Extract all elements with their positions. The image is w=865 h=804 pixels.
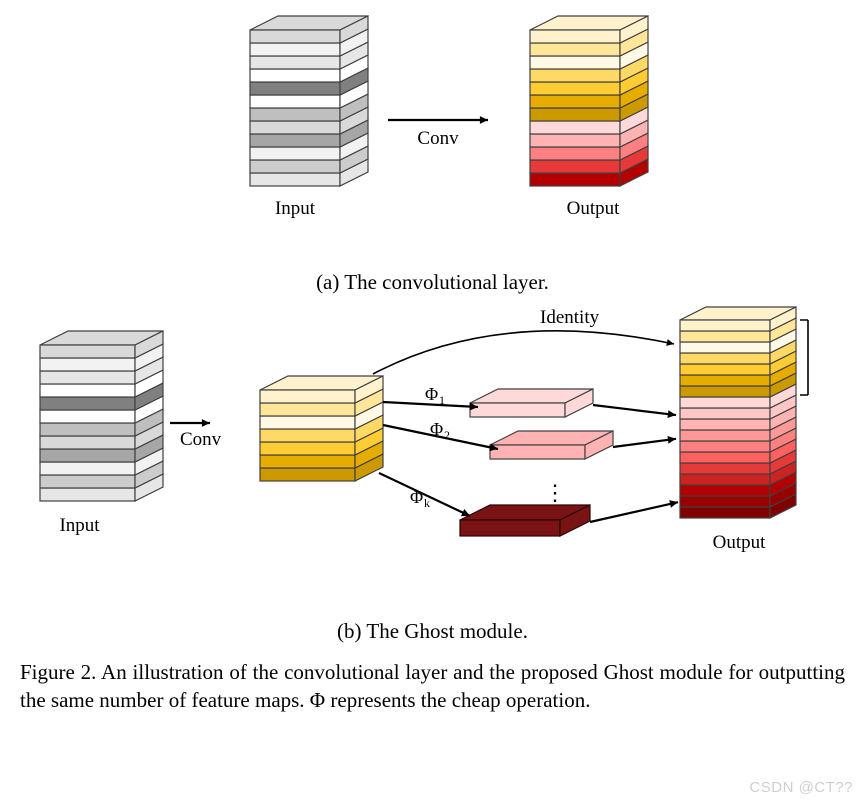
panel-b-caption: (b) The Ghost module. [0, 619, 865, 644]
svg-text:Input: Input [59, 515, 100, 536]
panel-a-svg: Conv Input Output [0, 0, 865, 270]
panel-b-svg: InputConvOutputIdentityΦ1Φ2Φk⋮ [0, 295, 865, 615]
svg-text:k: k [424, 496, 430, 510]
svg-text:Φ: Φ [430, 419, 443, 439]
svg-text:Output: Output [713, 532, 767, 553]
svg-text:Identity: Identity [540, 307, 600, 328]
svg-text:Conv: Conv [417, 128, 459, 149]
figure-caption: Figure 2. An illustration of the convolu… [0, 658, 865, 715]
svg-text:2: 2 [444, 428, 450, 442]
svg-text:Output: Output [567, 198, 621, 219]
svg-text:1: 1 [439, 393, 445, 407]
panel-a-caption: (a) The convolutional layer. [0, 270, 865, 295]
svg-text:Φ: Φ [410, 487, 423, 507]
svg-text:Conv: Conv [180, 429, 222, 450]
svg-text:Input: Input [275, 198, 316, 219]
svg-text:Φ: Φ [425, 384, 438, 404]
svg-text:⋮: ⋮ [544, 480, 566, 505]
watermark: CSDN @CT?? [749, 779, 853, 796]
